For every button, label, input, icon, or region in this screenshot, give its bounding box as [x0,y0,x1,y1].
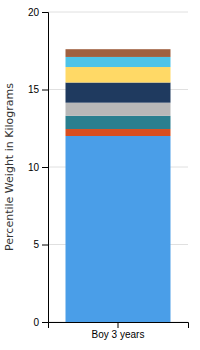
segment-group [66,83,171,103]
segment-group [66,103,171,116]
segment-group [66,116,171,129]
tick-label: Boy 3 years [92,329,145,340]
segment-group [66,129,171,136]
grid-line [48,12,188,13]
tick-label: 10 [28,162,40,173]
tick-label: 20 [28,7,40,18]
tick: 10 [28,162,48,173]
segment-group [66,67,171,83]
tick-mark [42,90,48,91]
bars [66,49,171,322]
segment-group [66,57,171,67]
bar-segment [66,67,171,83]
tick: 15 [28,84,48,95]
tick: 0 [33,317,48,328]
bar-segment [66,116,171,129]
tick: Boy 3 years [92,322,145,340]
segment-group [66,136,171,322]
chart: 0 5 10 15 20 Boy 3 years Percentile Weight in … [0,0,200,350]
grid [48,12,188,322]
tick-mark [42,322,48,323]
bar-segment [66,57,171,67]
bar-segment [66,129,171,136]
y-axis: 0 5 10 15 20 [28,7,49,328]
axis-line [49,323,189,329]
tick-label: 5 [33,239,39,250]
tick: 5 [33,239,48,250]
y-axis-title: Percentile Weight in Kilograms [3,83,16,251]
bar-segment [66,83,171,103]
tick-mark [42,12,48,13]
tick: 20 [28,7,48,18]
bar-segment [66,103,171,116]
tick-label: 15 [28,84,40,95]
bar-segment [66,136,171,322]
plot: 0 5 10 15 20 Boy 3 years [28,7,189,340]
segment-group [66,49,171,57]
axis-line [42,13,49,323]
tick-mark [42,167,48,168]
bar-segment [66,49,171,57]
x-axis: Boy 3 years [49,322,189,340]
tick-mark [118,322,119,328]
tick-label: 0 [33,317,39,328]
tick-mark [42,245,48,246]
